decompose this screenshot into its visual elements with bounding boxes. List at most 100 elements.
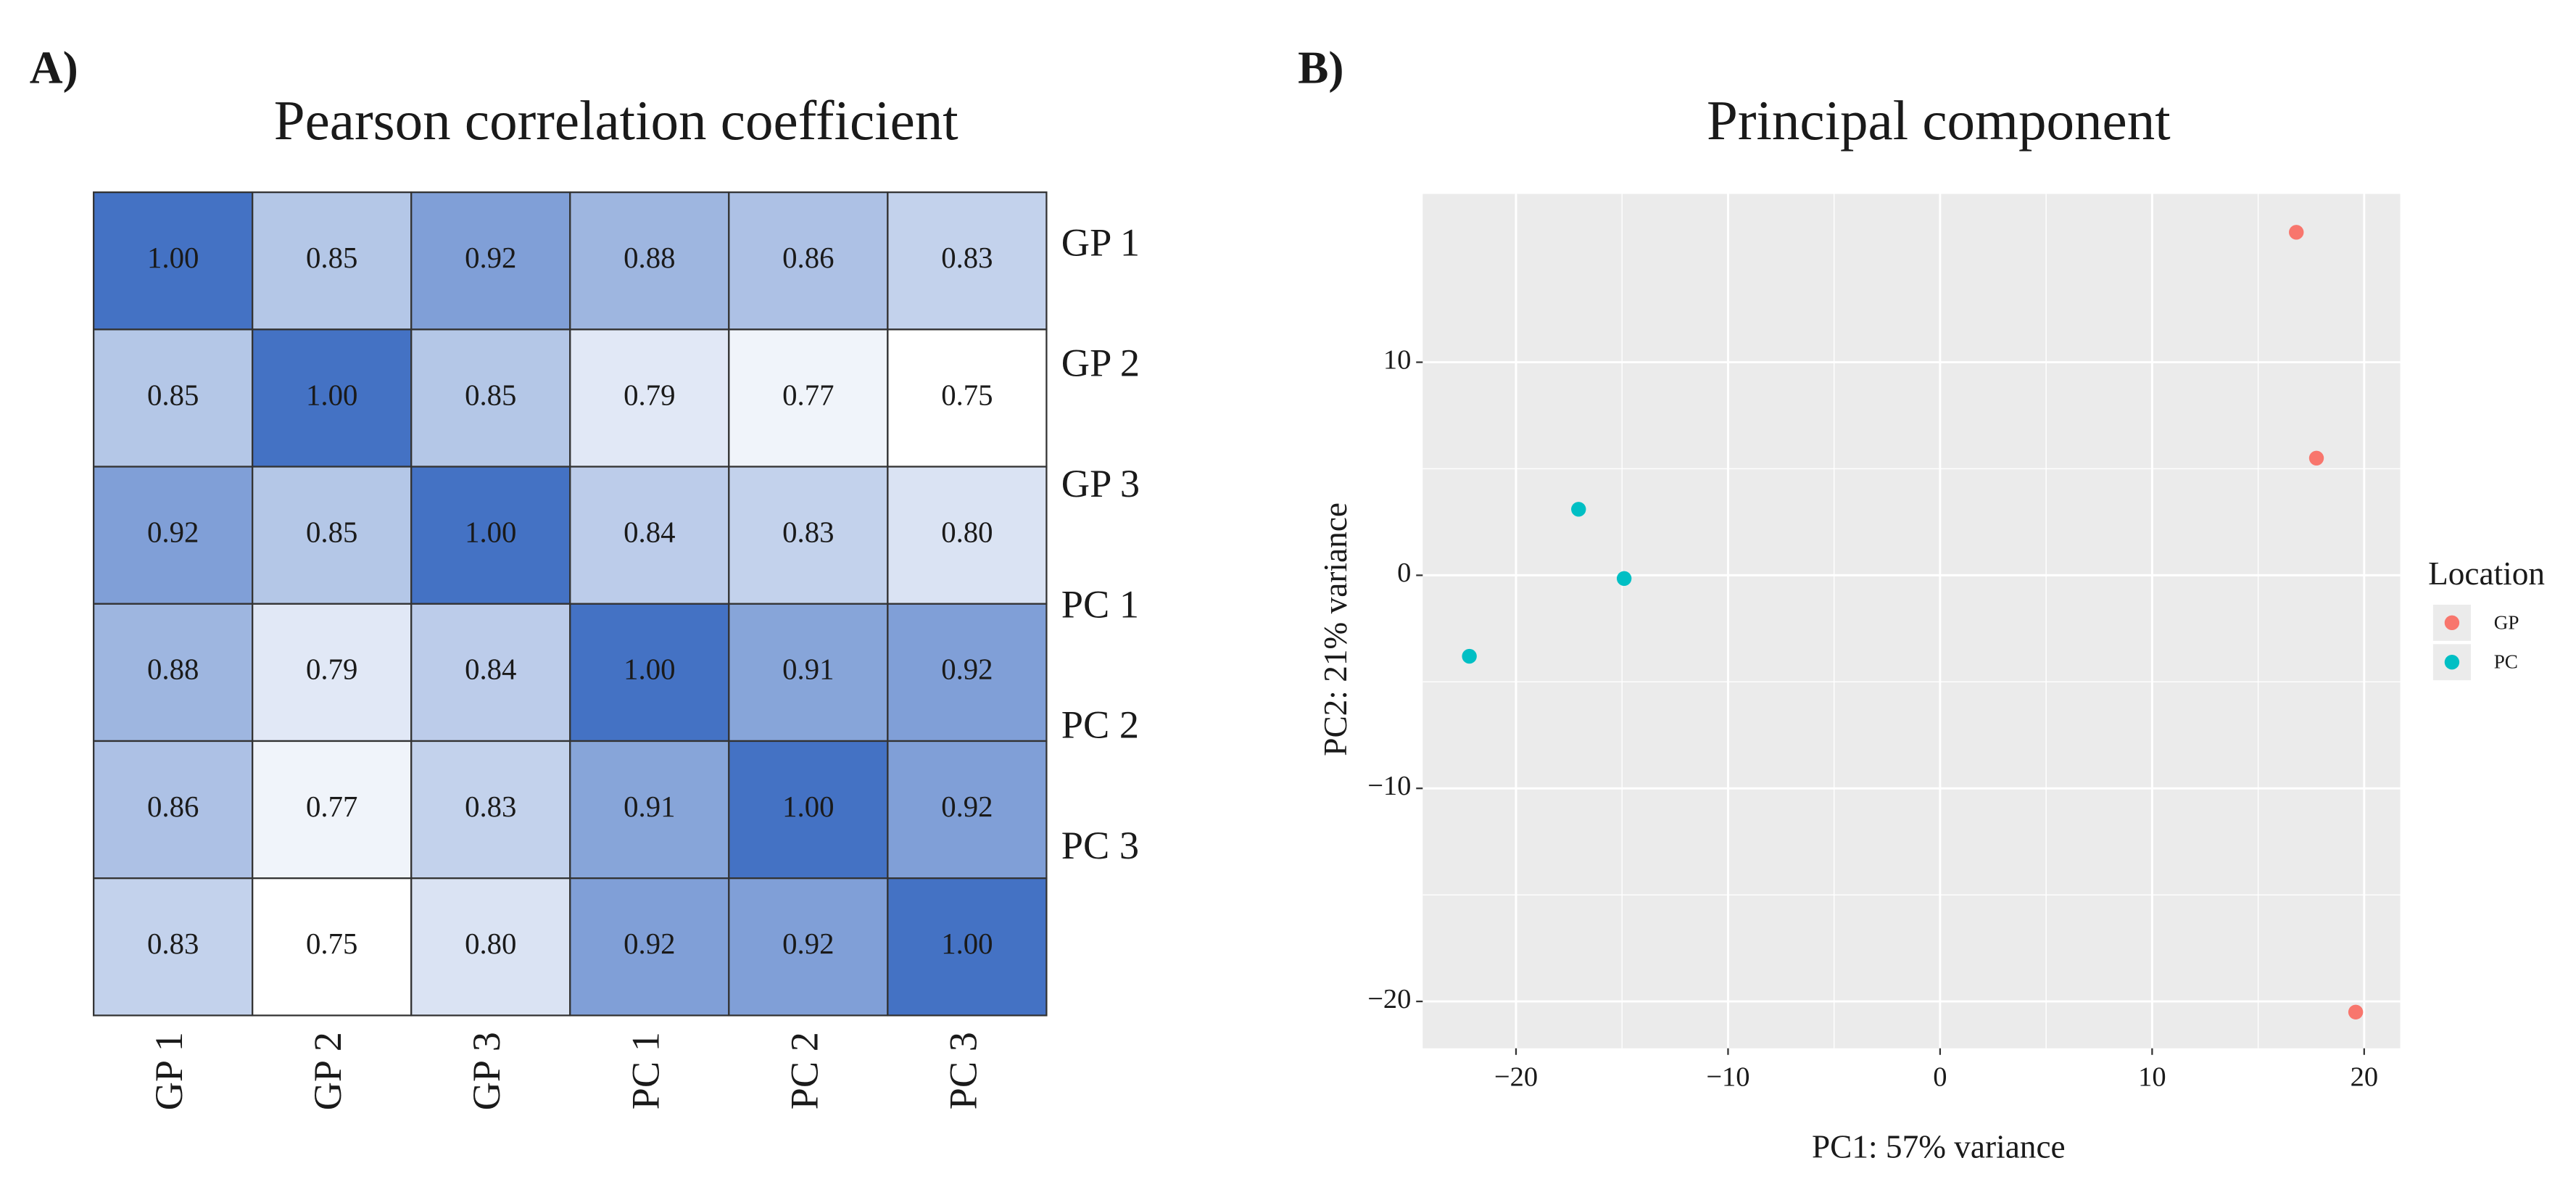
cell-label: 0.79 <box>306 653 357 686</box>
cell-label: 0.75 <box>941 379 993 411</box>
cell-label: 1.00 <box>465 516 516 549</box>
heatmap-cell <box>93 191 254 331</box>
heatmap-cell <box>728 603 889 743</box>
column-label: GP 1 <box>147 1032 191 1110</box>
chart-title: Principal component <box>1707 89 2171 152</box>
row-label: PC 3 <box>1061 824 1139 867</box>
cell-label: 0.88 <box>147 653 199 686</box>
heatmap-cell <box>728 877 889 1017</box>
cell-label: 0.83 <box>941 241 993 274</box>
column-label: GP 3 <box>465 1032 508 1110</box>
panel-label: B) <box>1298 41 1343 93</box>
x-tick-label: −20 <box>1494 1062 1538 1093</box>
x-tick-label: −10 <box>1706 1062 1749 1093</box>
cell-label: 0.84 <box>465 653 516 686</box>
cell-label: 0.79 <box>624 379 675 411</box>
cell-label: 0.85 <box>465 379 516 411</box>
x-axis-label: PC1: 57% variance <box>1812 1129 2066 1165</box>
heatmap-cell <box>569 328 730 468</box>
heatmap-cell <box>410 740 571 880</box>
cell-label: 0.85 <box>306 516 357 549</box>
y-axis-label: PC2: 21% variance <box>1317 502 1354 756</box>
heatmap-cell <box>569 191 730 331</box>
heatmap-cell <box>569 877 730 1017</box>
row-label: PC 1 <box>1061 582 1139 626</box>
plot-panel <box>1422 194 2401 1049</box>
heatmap-cell <box>728 466 889 605</box>
legend-label: PC <box>2494 651 2518 673</box>
heatmap-cell <box>410 603 571 743</box>
y-tick-label: −20 <box>1367 984 1411 1014</box>
cell-label: 0.92 <box>147 516 199 549</box>
heatmap-cell <box>93 466 254 605</box>
legend-marker <box>2444 615 2460 631</box>
point <box>2289 225 2304 240</box>
point <box>2308 450 2324 466</box>
cell-label: 1.00 <box>306 379 357 411</box>
heatmap-cell <box>887 466 1048 605</box>
panel-label: A) <box>30 41 78 93</box>
row-label: GP 1 <box>1061 220 1140 264</box>
heatmap-cell <box>728 191 889 331</box>
y-tick-label: −10 <box>1367 771 1411 801</box>
heatmap-cell <box>569 740 730 880</box>
heatmap-cell <box>252 603 413 743</box>
chart-title: Pearson correlation coefficient <box>274 89 958 152</box>
cell-label: 0.91 <box>624 790 675 823</box>
cell-label: 0.86 <box>147 790 199 823</box>
heatmap-cell <box>93 740 254 880</box>
point <box>2348 1004 2364 1020</box>
heatmap-cell <box>887 877 1048 1017</box>
row-label: GP 2 <box>1061 342 1140 385</box>
point <box>1462 648 1477 664</box>
cell-label: 0.85 <box>147 379 199 411</box>
legend-marker <box>2444 655 2460 670</box>
heatmap-cell <box>252 191 413 331</box>
cell-label: 1.00 <box>782 790 834 823</box>
x-tick-label: 10 <box>2138 1062 2166 1093</box>
column-label: PC 3 <box>941 1032 985 1109</box>
cell-label: 1.00 <box>624 653 675 686</box>
cell-label: 0.83 <box>147 927 199 960</box>
row-label: PC 2 <box>1061 703 1139 747</box>
legend-title: Location <box>2428 555 2545 592</box>
heatmap-cell <box>410 191 571 331</box>
cell-label: 0.75 <box>306 927 357 960</box>
cell-label: 0.86 <box>782 241 834 274</box>
column-label: PC 1 <box>624 1032 667 1109</box>
row-label: GP 3 <box>1061 462 1140 505</box>
x-tick-label: 0 <box>1933 1062 1947 1093</box>
heatmap-cell <box>887 603 1048 743</box>
heatmap-cell <box>887 740 1048 880</box>
cell-label: 0.91 <box>782 653 834 686</box>
cell-label: 0.80 <box>465 927 516 960</box>
column-label: PC 2 <box>782 1032 826 1109</box>
heatmap-cell <box>887 191 1048 331</box>
cell-label: 0.92 <box>624 927 675 960</box>
y-tick-label: 0 <box>1397 558 1411 588</box>
heatmap-cell <box>728 740 889 880</box>
legend-label: GP <box>2494 611 2519 633</box>
cell-label: 0.92 <box>465 241 516 274</box>
heatmap-cell <box>93 877 254 1017</box>
cell-label: 0.84 <box>624 516 675 549</box>
heatmap-cell <box>569 466 730 605</box>
cell-label: 0.80 <box>941 516 993 549</box>
cell-label: 0.83 <box>782 516 834 549</box>
column-label: GP 2 <box>306 1032 349 1110</box>
cell-label: 0.92 <box>941 653 993 686</box>
heatmap-cell <box>252 466 413 605</box>
heatmap-cell <box>252 328 413 468</box>
point <box>1616 571 1632 586</box>
cell-label: 0.88 <box>624 241 675 274</box>
heatmap-cell <box>93 603 254 743</box>
cell-label: 1.00 <box>941 927 993 960</box>
heatmap-cell <box>410 466 571 605</box>
cell-label: 0.92 <box>941 790 993 823</box>
x-tick-label: 20 <box>2351 1062 2379 1093</box>
cell-label: 0.83 <box>465 790 516 823</box>
cell-label: 0.77 <box>782 379 834 411</box>
cell-label: 0.77 <box>306 790 357 823</box>
point <box>1571 502 1586 517</box>
